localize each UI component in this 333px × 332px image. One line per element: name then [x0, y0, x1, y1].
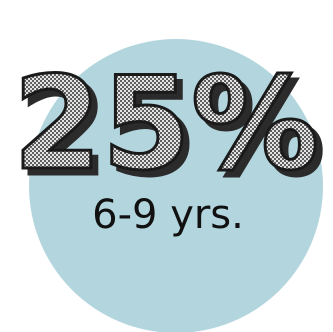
percent-value: 25%	[13, 50, 319, 199]
age-range-label: 6-9 yrs.	[92, 192, 244, 238]
percent-shadow: 25%	[19, 56, 325, 205]
badge-circle	[29, 39, 323, 332]
